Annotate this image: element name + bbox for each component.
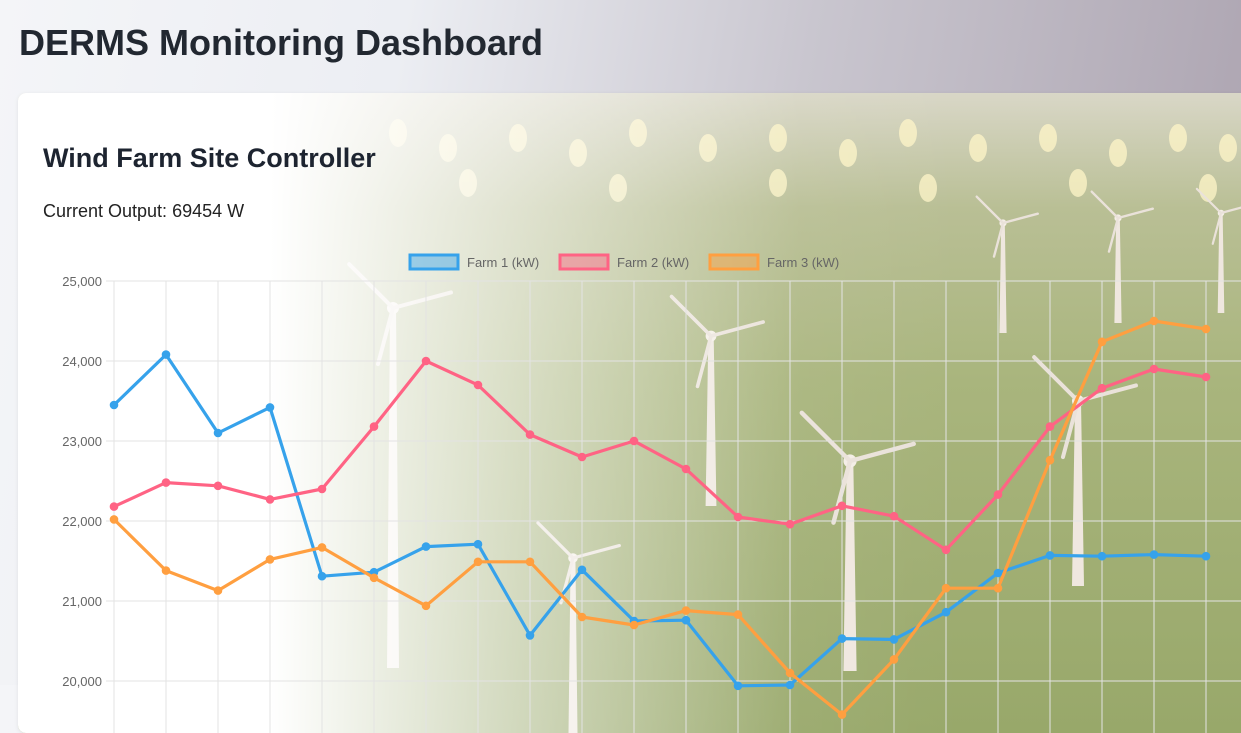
data-point[interactable] (1149, 364, 1159, 374)
data-point[interactable] (993, 568, 1003, 578)
data-point[interactable] (1201, 551, 1211, 561)
data-point[interactable] (837, 501, 847, 511)
legend-swatch (558, 253, 610, 271)
data-point[interactable] (421, 601, 431, 611)
data-point[interactable] (213, 586, 223, 595)
data-point[interactable] (733, 610, 743, 619)
data-point[interactable] (1149, 316, 1159, 326)
data-point[interactable] (577, 612, 587, 622)
current-output-label: Current Output: (43, 201, 168, 221)
data-point[interactable] (1097, 383, 1107, 393)
data-point[interactable] (369, 573, 379, 583)
data-point[interactable] (889, 511, 899, 521)
data-point[interactable] (525, 631, 535, 640)
y-tick-label: 20,000 (62, 674, 102, 689)
data-point[interactable] (421, 356, 431, 366)
data-point[interactable] (837, 710, 847, 719)
data-point[interactable] (941, 583, 951, 593)
legend-swatch (708, 253, 760, 271)
data-point[interactable] (1201, 372, 1211, 382)
data-point[interactable] (161, 566, 171, 575)
data-point[interactable] (681, 615, 691, 625)
y-tick-label: 21,000 (62, 594, 102, 609)
data-point[interactable] (1097, 337, 1107, 347)
legend-label: Farm 1 (kW) (467, 255, 539, 270)
data-point[interactable] (213, 481, 223, 491)
legend-item[interactable]: Farm 1 (kW) (408, 253, 539, 271)
current-output-value: 69454 (172, 201, 223, 221)
data-point[interactable] (109, 400, 119, 410)
wind-farm-card: Wind Farm Site Controller Current Output… (18, 93, 1241, 733)
background-fade-overlay (18, 93, 1241, 733)
data-point[interactable] (265, 403, 275, 412)
current-output: Current Output: 69454 W (43, 201, 244, 222)
data-point[interactable] (109, 502, 119, 511)
data-point[interactable] (1201, 324, 1211, 334)
legend-item[interactable]: Farm 2 (kW) (558, 253, 689, 271)
data-point[interactable] (733, 681, 743, 691)
data-point[interactable] (473, 539, 483, 549)
data-point[interactable] (785, 680, 795, 690)
legend-label: Farm 3 (kW) (767, 255, 839, 270)
data-point[interactable] (941, 545, 951, 555)
data-point[interactable] (837, 634, 847, 643)
data-point[interactable] (629, 436, 639, 446)
data-point[interactable] (213, 428, 223, 438)
y-axis-ticks: 20,000 21,000 22,000 23,000 24,000 25,000 (62, 274, 102, 689)
data-point[interactable] (577, 565, 587, 575)
series-farm-3-kw (109, 316, 1211, 719)
legend-label: Farm 2 (kW) (617, 255, 689, 270)
data-point[interactable] (681, 464, 691, 474)
data-point[interactable] (473, 557, 483, 567)
data-point[interactable] (317, 571, 327, 581)
data-point[interactable] (265, 495, 275, 504)
data-point[interactable] (317, 543, 327, 552)
data-point[interactable] (785, 668, 795, 678)
data-point[interactable] (421, 542, 431, 551)
data-point[interactable] (161, 478, 171, 487)
data-point[interactable] (1097, 551, 1107, 561)
data-point[interactable] (369, 422, 379, 431)
data-point[interactable] (785, 519, 795, 529)
data-point[interactable] (993, 583, 1003, 593)
y-tick-label: 22,000 (62, 514, 102, 529)
data-point[interactable] (525, 430, 535, 439)
data-point[interactable] (681, 606, 691, 615)
data-point[interactable] (993, 490, 1003, 499)
data-point[interactable] (889, 635, 899, 644)
legend-swatch (408, 253, 460, 271)
card-title: Wind Farm Site Controller (43, 143, 376, 173)
data-point[interactable] (317, 484, 327, 494)
data-point[interactable] (733, 512, 743, 522)
data-point[interactable] (1149, 550, 1159, 559)
chart-grid (106, 280, 1241, 733)
series-line (112, 353, 1207, 688)
series-line (113, 359, 1207, 552)
series-line (112, 319, 1207, 717)
data-point[interactable] (941, 607, 951, 617)
data-point[interactable] (109, 515, 119, 524)
output-line-chart: 20,000 21,000 22,000 23,000 24,000 25,000 Far… (62, 253, 1241, 733)
y-tick-label: 24,000 (62, 354, 102, 369)
data-point[interactable] (577, 452, 587, 462)
y-tick-label: 25,000 (62, 274, 102, 289)
series-farm-1-kw (109, 350, 1211, 691)
data-point[interactable] (629, 620, 639, 630)
series-farm-2-kw (109, 356, 1211, 555)
data-point[interactable] (1045, 551, 1055, 560)
data-point[interactable] (889, 655, 899, 664)
chart-series (109, 316, 1211, 719)
data-point[interactable] (1045, 455, 1055, 465)
legend-item[interactable]: Farm 3 (kW) (708, 253, 839, 271)
page-title: DERMS Monitoring Dashboard (19, 22, 543, 63)
current-output-unit: W (227, 201, 245, 221)
data-point[interactable] (265, 555, 275, 564)
data-point[interactable] (1045, 422, 1055, 431)
data-point[interactable] (525, 557, 535, 567)
data-point[interactable] (161, 350, 171, 359)
y-tick-label: 23,000 (62, 434, 102, 449)
data-point[interactable] (473, 380, 483, 390)
chart-legend: Farm 1 (kW) Farm 2 (kW) Farm 3 (kW) (408, 253, 839, 271)
